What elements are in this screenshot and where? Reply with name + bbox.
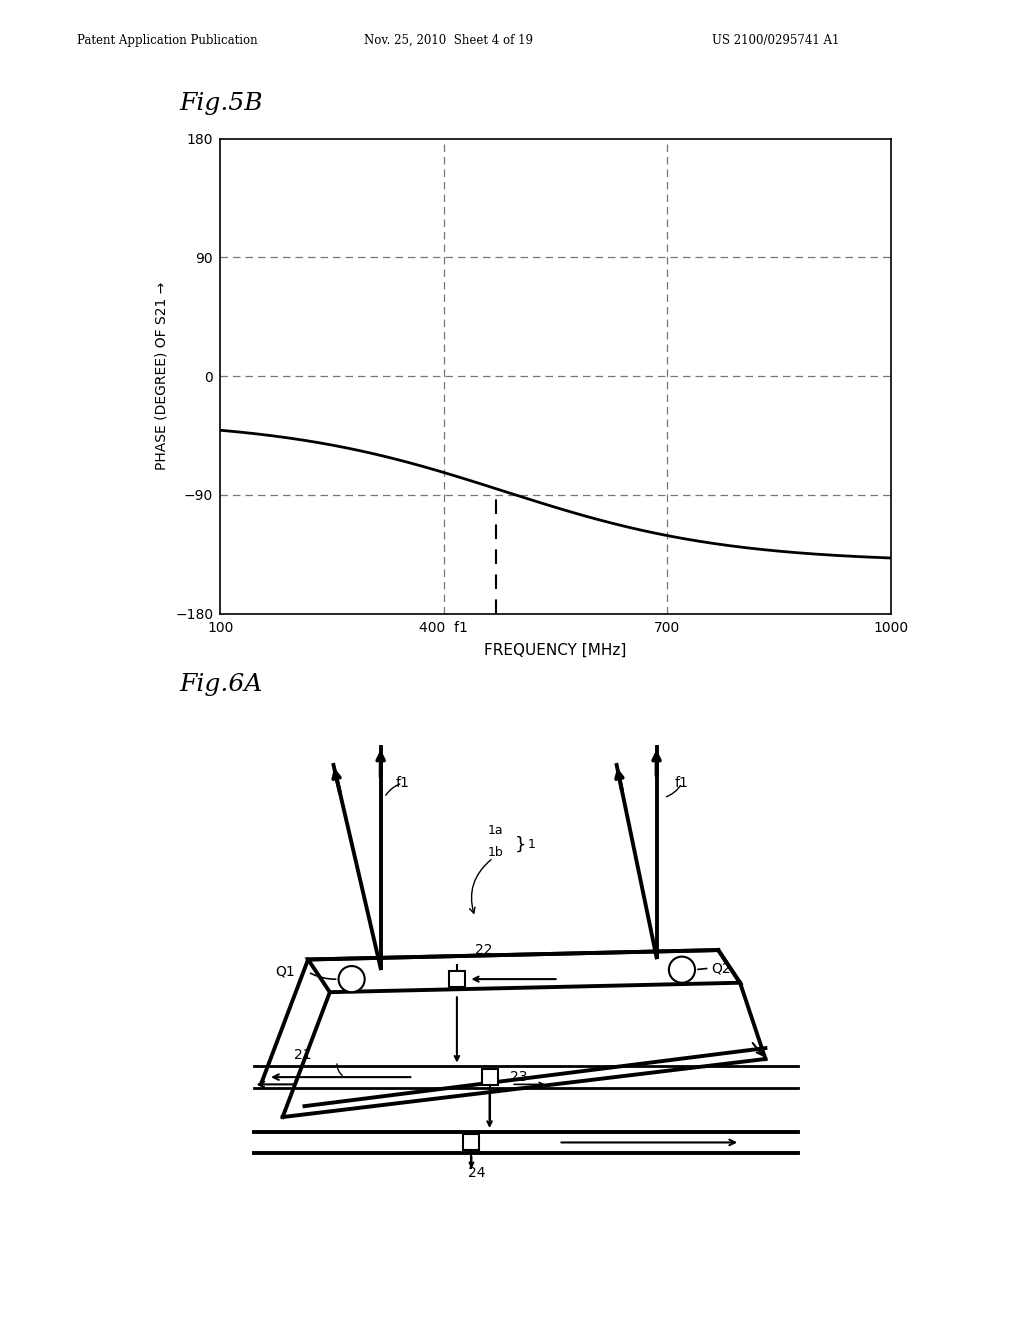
Text: 1: 1 [528, 838, 536, 851]
Circle shape [339, 966, 365, 993]
Text: 1a: 1a [487, 824, 503, 837]
Bar [481, 1069, 498, 1085]
Text: }: } [515, 836, 526, 854]
Text: Q2: Q2 [711, 961, 731, 975]
X-axis label: FREQUENCY [MHz]: FREQUENCY [MHz] [484, 643, 627, 659]
Text: 23: 23 [510, 1069, 527, 1084]
Text: Fig.5B: Fig.5B [179, 92, 263, 115]
Text: Nov. 25, 2010  Sheet 4 of 19: Nov. 25, 2010 Sheet 4 of 19 [364, 33, 532, 46]
Bar [464, 1134, 479, 1151]
Text: 1b: 1b [487, 846, 503, 859]
Text: Fig.6A: Fig.6A [179, 673, 262, 696]
Text: f1: f1 [395, 776, 409, 789]
Text: Q1: Q1 [275, 965, 295, 979]
Text: 21: 21 [294, 1048, 311, 1063]
Bar [449, 972, 465, 987]
Text: f1: f1 [675, 776, 688, 789]
Y-axis label: PHASE (DEGREE) OF S21 →: PHASE (DEGREE) OF S21 → [155, 282, 168, 470]
Circle shape [669, 957, 695, 982]
Text: US 2100/0295741 A1: US 2100/0295741 A1 [712, 33, 839, 46]
Text: Patent Application Publication: Patent Application Publication [77, 33, 257, 46]
Text: 22: 22 [475, 942, 493, 957]
Text: 24: 24 [468, 1167, 485, 1180]
